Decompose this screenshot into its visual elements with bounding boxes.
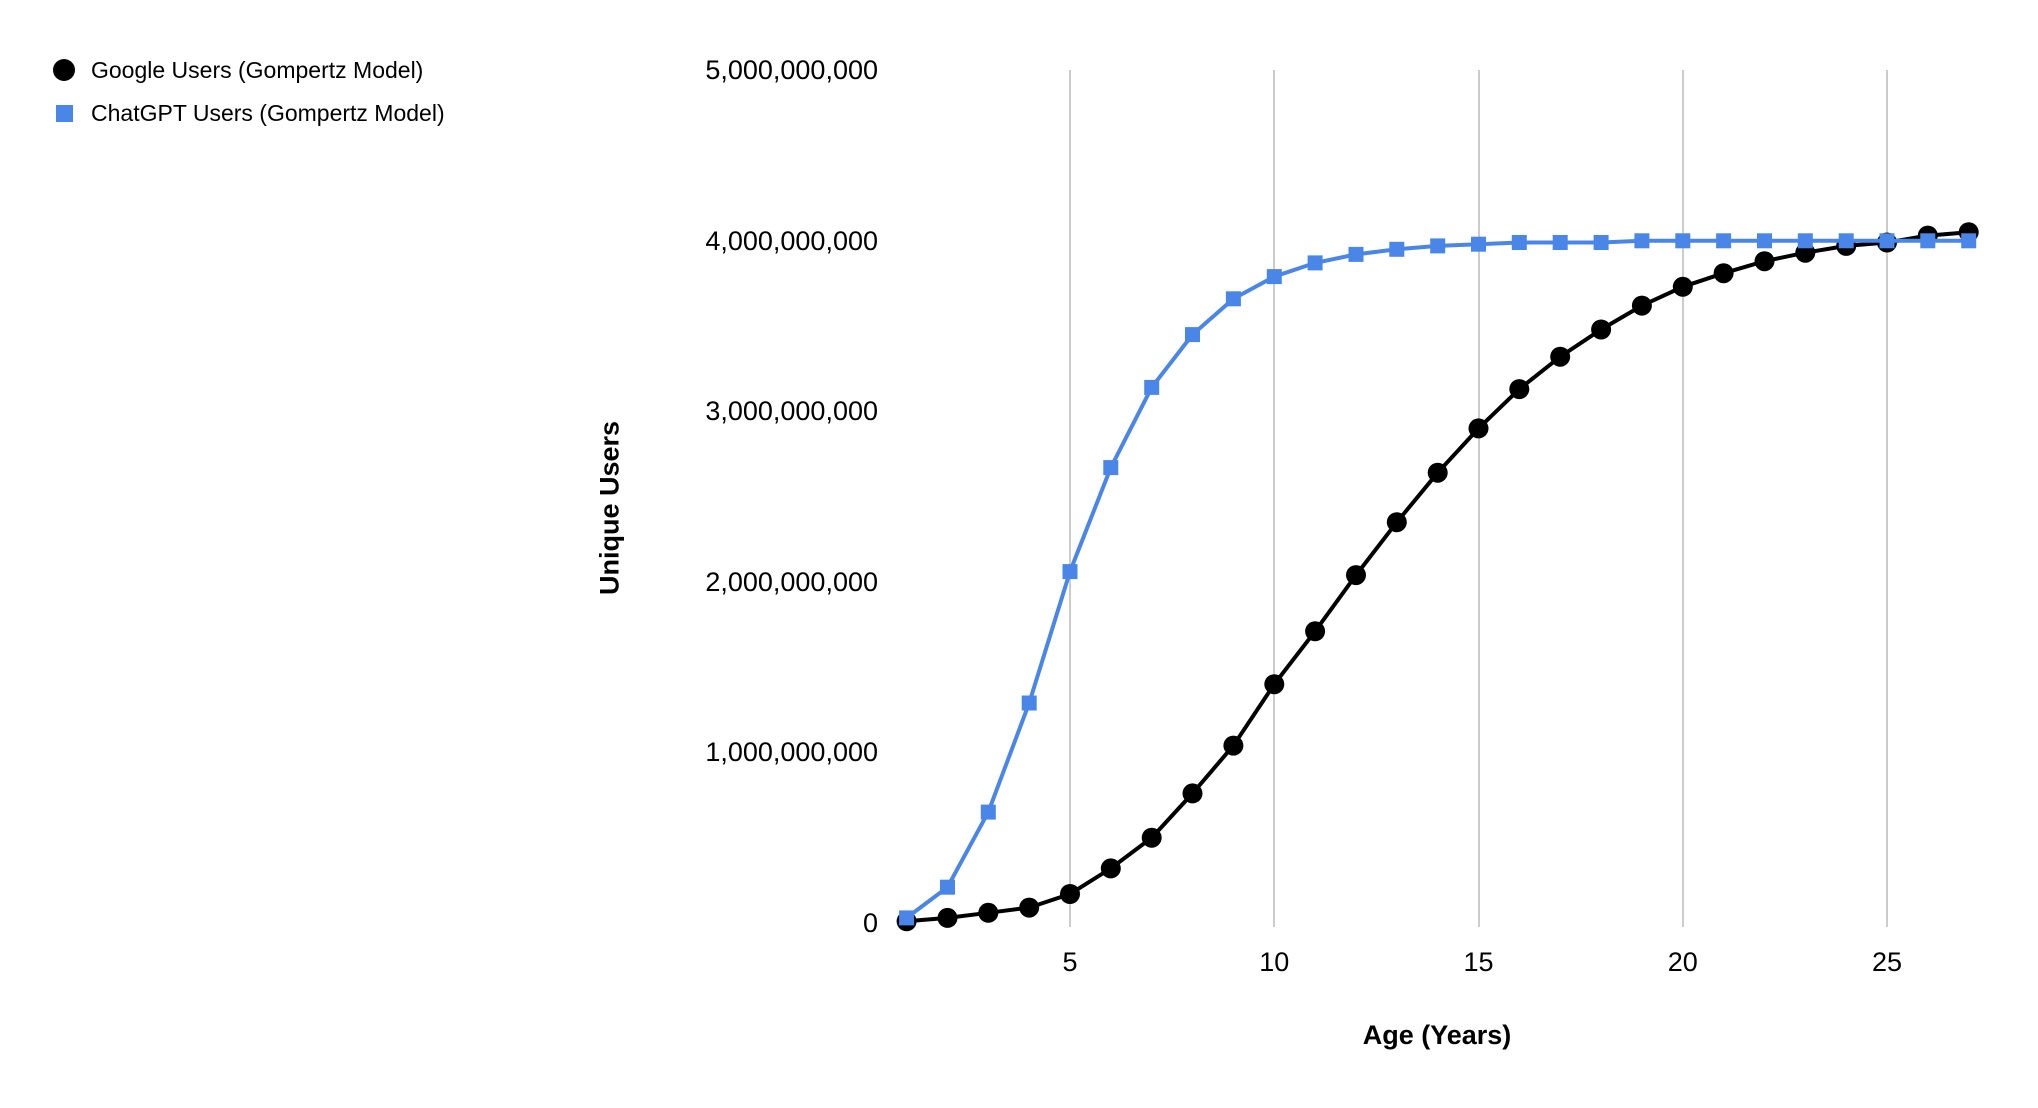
data-point-google [1631,295,1652,316]
y-tick-label: 4,000,000,000 [705,225,878,256]
data-point-google [1346,565,1366,586]
legend-item-google: Google Users (Gompertz Model) [53,55,445,85]
data-point-chatgpt [1552,235,1568,250]
data-point-google [937,907,958,928]
data-point-chatgpt [1593,235,1609,250]
data-point-chatgpt [1920,233,1936,249]
data-point-google [1182,783,1203,804]
data-point-google [978,902,999,923]
y-tick-label: 1,000,000,000 [705,737,878,768]
data-point-google [1305,621,1326,642]
data-point-chatgpt [899,910,915,926]
data-point-google [1264,674,1285,695]
x-tick-label: 5 [1062,947,1078,977]
data-point-chatgpt [1266,269,1282,285]
data-point-chatgpt [1021,695,1037,711]
data-point-google [1591,319,1612,340]
y-tick-label: 5,000,000,000 [705,55,878,86]
data-point-chatgpt [1348,246,1364,262]
data-point-chatgpt [1716,233,1732,249]
gridline [1069,70,1071,927]
data-point-chatgpt [1838,233,1854,249]
square-marker-icon [56,104,73,122]
data-point-chatgpt [1879,233,1895,249]
data-point-chatgpt [1430,238,1446,254]
y-tick-label: 3,000,000,000 [705,396,878,427]
data-point-google [1386,512,1407,533]
data-point-google [1509,379,1530,400]
data-point-chatgpt [980,804,996,820]
x-tick-label: 20 [1667,947,1698,977]
gridline [1681,70,1684,927]
data-point-google [1468,418,1489,439]
data-point-google [1713,263,1734,284]
data-point-chatgpt [1797,233,1813,249]
data-point-chatgpt [1062,564,1078,580]
data-point-google [1754,251,1775,272]
y-tick-label: 0 [862,908,878,938]
data-point-chatgpt [1144,379,1160,395]
x-tick-label: 15 [1463,947,1494,977]
legend-item-chatgpt: ChatGPT Users (Gompertz Model) [53,98,445,128]
x-axis-title: Age (Years) [1362,1020,1512,1050]
gridline [1273,70,1276,927]
gridline [1886,70,1888,927]
data-point-chatgpt [1471,236,1486,252]
data-point-google [1100,858,1121,879]
chart-legend: Google Users (Gompertz Model) ChatGPT Use… [53,55,445,141]
data-point-chatgpt [1307,255,1323,271]
data-point-google [1223,735,1244,756]
circle-marker-icon [53,59,75,81]
data-point-chatgpt [1634,233,1650,249]
data-point-google [1141,827,1162,848]
data-point-chatgpt [1103,460,1119,476]
data-point-chatgpt [1389,241,1405,257]
data-point-chatgpt [1961,233,1977,249]
legend-item-label: Google Users (Gompertz Model) [91,57,424,83]
data-point-google [1672,276,1693,297]
series-line-chatgpt [905,238,1969,920]
x-tick-label: 25 [1871,947,1903,977]
data-point-chatgpt [1675,233,1691,249]
data-point-chatgpt [940,879,955,895]
data-point-chatgpt [1185,327,1200,343]
data-point-chatgpt [1757,233,1772,249]
gridline [1477,70,1480,927]
data-point-chatgpt [1511,235,1527,250]
x-tick-label: 10 [1259,947,1290,977]
data-point-google [1427,462,1448,483]
data-point-google [1019,897,1040,918]
legend-item-label: ChatGPT Users (Gompertz Model) [91,100,445,126]
data-point-google [1060,884,1080,904]
y-tick-label: 2,000,000,000 [705,566,878,597]
data-point-chatgpt [1225,291,1241,307]
data-point-google [1550,346,1571,367]
